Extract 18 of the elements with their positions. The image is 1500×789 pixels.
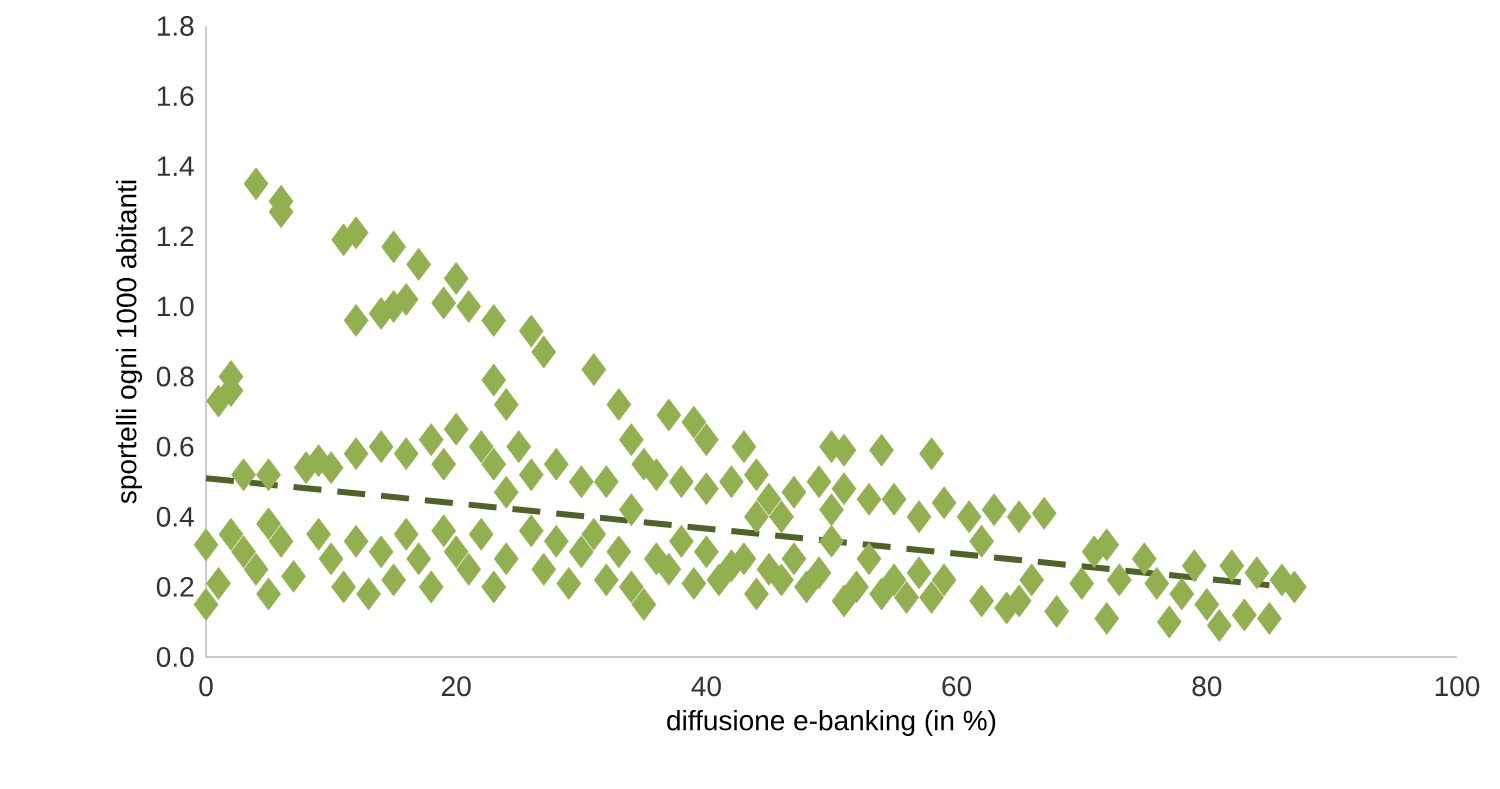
x-tick-label: 40 xyxy=(691,676,721,697)
y-axis-title: sportelli ogni 1000 abitanti xyxy=(115,180,143,504)
y-tick-label: 0.2 xyxy=(156,576,194,597)
y-tick-label: 0.8 xyxy=(156,366,194,387)
y-tick-label: 1.0 xyxy=(157,296,194,317)
x-tick-label: 0 xyxy=(199,676,213,697)
x-tick-label: 80 xyxy=(1192,676,1222,697)
y-tick-label: 1.8 xyxy=(157,16,194,36)
y-tick-label: 0.6 xyxy=(156,436,194,457)
y-tick-label: 0.0 xyxy=(156,647,194,667)
y-tick-label: 1.4 xyxy=(157,156,194,176)
y-tick-label: 0.4 xyxy=(156,506,194,527)
y-tick-label: 1.6 xyxy=(157,86,194,107)
x-tick-label: 20 xyxy=(442,676,471,697)
x-tick-label: 60 xyxy=(942,676,972,697)
x-tick-label: 100 xyxy=(1435,676,1480,697)
x-axis-title: diffusione e-banking (in %) xyxy=(667,709,996,736)
y-tick-label: 1.2 xyxy=(157,226,194,247)
